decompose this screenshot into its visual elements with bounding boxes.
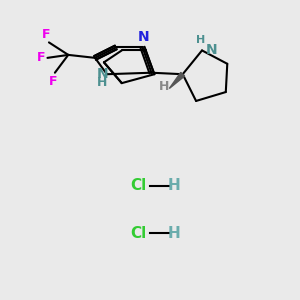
Text: H: H (159, 80, 169, 94)
Text: H: H (97, 76, 108, 89)
Text: Cl: Cl (130, 226, 147, 241)
Text: N: N (97, 67, 108, 81)
Text: H: H (196, 35, 205, 45)
Text: N: N (138, 30, 150, 44)
Text: N: N (206, 43, 217, 57)
Text: H: H (167, 226, 180, 241)
Text: H: H (167, 178, 180, 193)
Text: Cl: Cl (130, 178, 147, 193)
Text: F: F (42, 28, 51, 41)
Text: F: F (37, 51, 45, 64)
Polygon shape (169, 72, 184, 88)
Text: F: F (49, 75, 58, 88)
